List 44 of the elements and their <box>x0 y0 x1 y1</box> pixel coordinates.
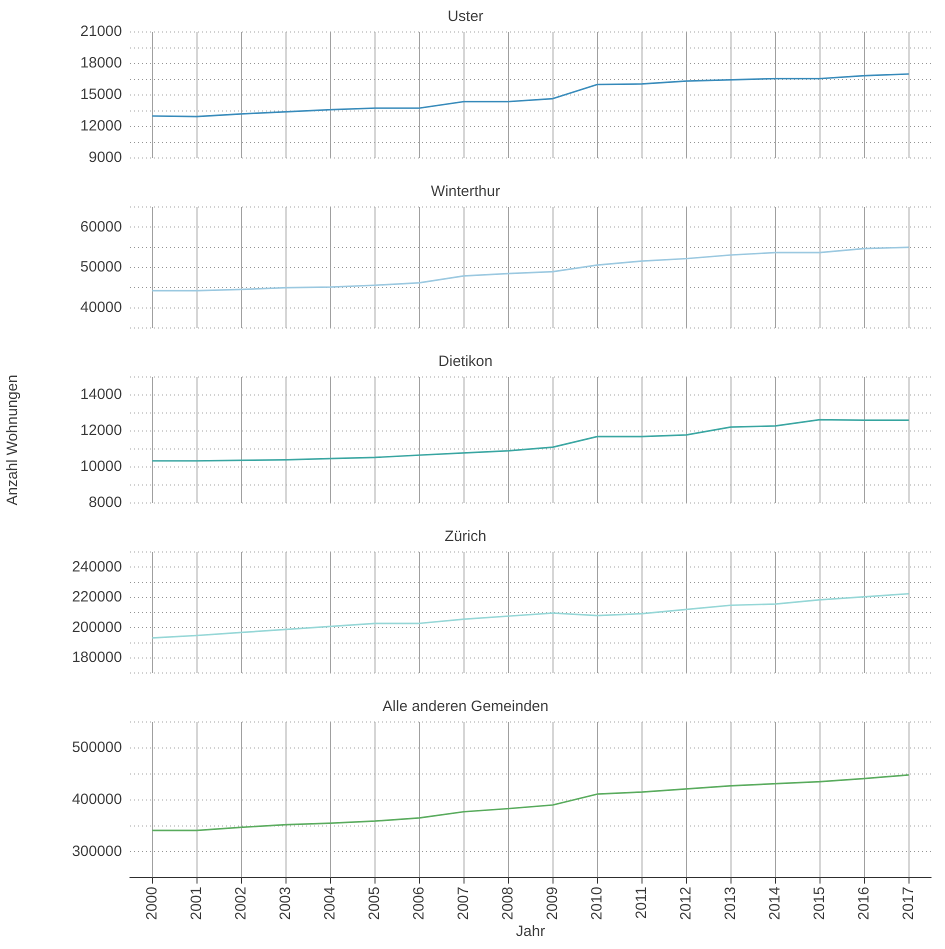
x-tick-label: 2013 <box>722 886 739 920</box>
y-tick-label: 12000 <box>80 422 122 440</box>
y-tick-label: 40000 <box>80 298 122 316</box>
x-tick-label: 2000 <box>143 886 160 920</box>
y-tick-label: 12000 <box>80 118 122 135</box>
x-tick-label: 2006 <box>410 886 428 920</box>
x-tick-label: 2017 <box>900 886 917 920</box>
x-tick-label: 2014 <box>766 886 784 920</box>
chart-title: Dietikon <box>438 353 493 370</box>
x-tick-label: 2015 <box>810 886 828 920</box>
x-tick-label: 2008 <box>499 886 516 920</box>
x-tick-label: 2002 <box>232 886 250 920</box>
y-tick-label: 9000 <box>88 149 122 166</box>
y-tick-label: 60000 <box>80 218 122 236</box>
x-tick-label: 2016 <box>855 886 872 920</box>
x-tick-label: 2010 <box>588 886 606 920</box>
y-tick-label: 21000 <box>80 23 122 40</box>
y-tick-label: 10000 <box>80 458 122 476</box>
chart-title: Uster <box>448 8 484 26</box>
x-tick-label: 2007 <box>454 886 472 920</box>
chart-title: Winterthur <box>430 183 500 200</box>
y-tick-label: 200000 <box>72 618 122 636</box>
y-tick-label: 14000 <box>80 386 122 404</box>
x-tick-label: 2009 <box>544 886 561 920</box>
chart-title: Alle anderen Gemeinden <box>382 698 548 716</box>
y-tick-label: 400000 <box>72 790 122 808</box>
y-tick-label: 240000 <box>72 558 122 576</box>
y-tick-label: 180000 <box>72 649 122 666</box>
x-tick-label: 2003 <box>276 886 294 920</box>
y-tick-label: 18000 <box>80 54 122 72</box>
y-tick-label: 300000 <box>72 842 122 860</box>
y-tick-label: 15000 <box>80 86 122 104</box>
y-tick-label: 50000 <box>80 258 122 276</box>
x-axis-title: Jahr <box>516 923 546 940</box>
y-tick-label: 500000 <box>72 739 122 756</box>
y-tick-label: 8000 <box>88 494 122 512</box>
y-tick-label: 220000 <box>72 588 122 606</box>
x-tick-label: 2001 <box>188 886 205 920</box>
x-tick-label: 2005 <box>366 886 383 920</box>
x-tick-label: 2012 <box>677 886 694 920</box>
chart-title: Zürich <box>444 528 486 546</box>
x-tick-label: 2004 <box>321 886 338 920</box>
y-axis-title: Anzahl Wohnungen <box>4 374 22 506</box>
x-tick-label: 2011 <box>632 886 650 919</box>
